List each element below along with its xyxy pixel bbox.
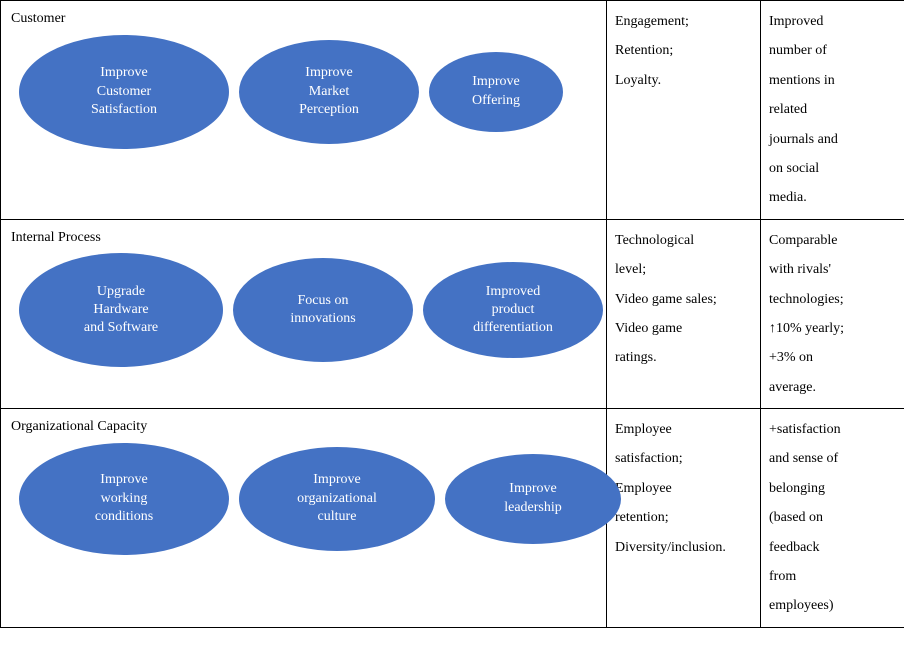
objective-ellipse-label: ImproveCustomerSatisfaction: [91, 64, 157, 119]
targets-cell: Comparablewith rivals'technologies;↑10% …: [761, 219, 904, 408]
objective-ellipse-label: Improvedproductdifferentiation: [473, 283, 553, 338]
objective-ellipse-label: ImproveOffering: [472, 73, 520, 109]
objective-ellipse-label: Improveleadership: [504, 480, 562, 516]
objective-ellipse-label: ImproveMarketPerception: [299, 64, 359, 119]
objective-ellipse: Improveworkingconditions: [19, 443, 229, 555]
scorecard-row: Internal ProcessUpgradeHardwareand Softw…: [1, 219, 904, 408]
targets-cell: Improvednumber ofmentions inrelatedjourn…: [761, 1, 904, 220]
objective-ellipse-label: Focus oninnovations: [290, 292, 355, 328]
measures-cell: Engagement;Retention;Loyalty.: [607, 1, 761, 220]
objective-ellipse: Focus oninnovations: [233, 258, 413, 362]
objective-ellipse: Improvedproductdifferentiation: [423, 262, 603, 358]
objective-ellipse: Improveorganizationalculture: [239, 447, 435, 551]
objective-ellipses-container: Improveworkingconditions Improveorganizat…: [7, 437, 600, 565]
objective-ellipses-container: UpgradeHardwareand Software Focus oninnov…: [7, 247, 600, 377]
objective-ellipses-container: ImproveCustomerSatisfaction ImproveMarket…: [7, 29, 600, 159]
perspective-label: Organizational Capacity: [7, 415, 600, 437]
objective-ellipse-label: UpgradeHardwareand Software: [84, 283, 158, 338]
perspective-cell: Organizational CapacityImproveworkingcon…: [1, 409, 607, 628]
measures-cell: Technologicallevel;Video game sales;Vide…: [607, 219, 761, 408]
scorecard-row: CustomerImproveCustomerSatisfactionImpro…: [1, 1, 904, 220]
measures-cell: Employeesatisfaction;Employeeretention;D…: [607, 409, 761, 628]
scorecard-row: Organizational CapacityImproveworkingcon…: [1, 409, 904, 628]
perspective-label: Internal Process: [7, 226, 600, 248]
objective-ellipse: UpgradeHardwareand Software: [19, 253, 223, 367]
scorecard-table: CustomerImproveCustomerSatisfactionImpro…: [0, 0, 904, 628]
perspective-cell: Internal ProcessUpgradeHardwareand Softw…: [1, 219, 607, 408]
targets-cell: +satisfactionand sense ofbelonging(based…: [761, 409, 904, 628]
objective-ellipse-label: Improveworkingconditions: [95, 471, 153, 526]
perspective-label: Customer: [7, 7, 600, 29]
objective-ellipse: Improveleadership: [445, 454, 621, 544]
perspective-cell: CustomerImproveCustomerSatisfactionImpro…: [1, 1, 607, 220]
objective-ellipse: ImproveMarketPerception: [239, 40, 419, 144]
objective-ellipse: ImproveCustomerSatisfaction: [19, 35, 229, 149]
objective-ellipse-label: Improveorganizationalculture: [297, 471, 377, 526]
objective-ellipse: ImproveOffering: [429, 52, 563, 132]
